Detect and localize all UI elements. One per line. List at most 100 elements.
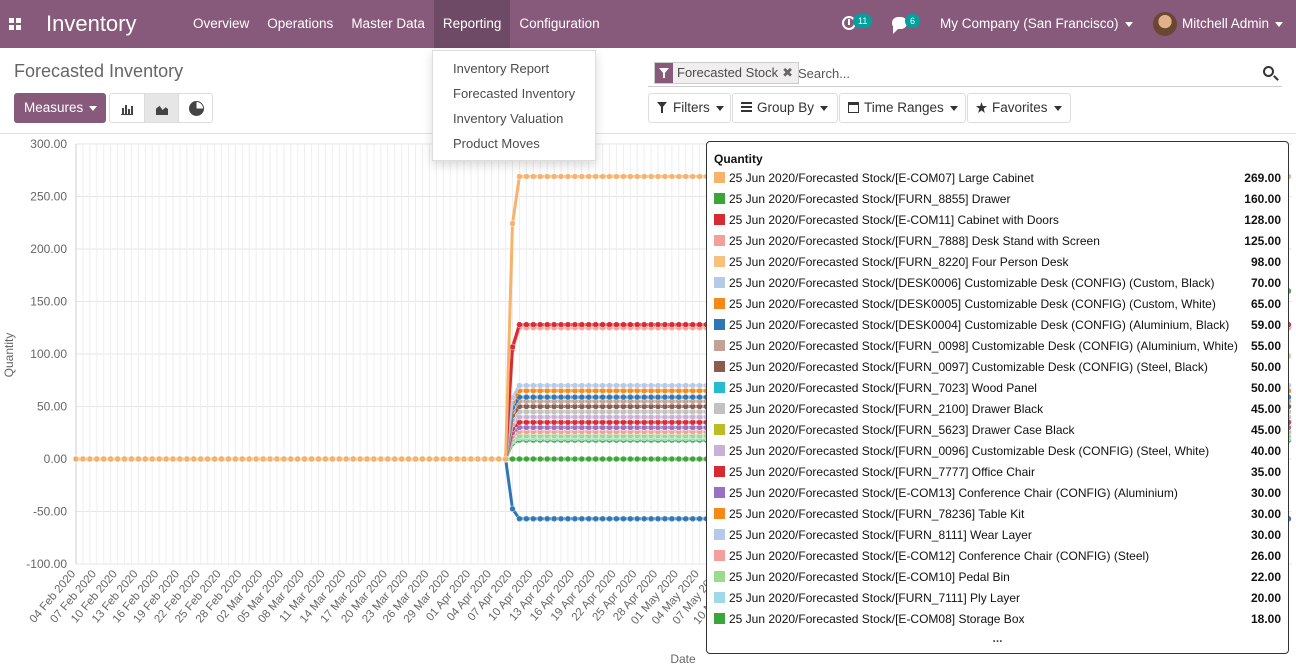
- data-point: [488, 455, 495, 463]
- menu-product-moves[interactable]: Product Moves: [453, 136, 540, 151]
- data-point: [509, 455, 516, 463]
- legend-swatch: [714, 214, 725, 225]
- menu-operations[interactable]: Operations: [267, 16, 334, 31]
- data-point: [523, 382, 530, 389]
- data-point: [585, 382, 592, 389]
- data-point: [516, 515, 523, 523]
- data-point: [336, 455, 343, 463]
- company-switcher[interactable]: My Company (San Francisco): [940, 16, 1133, 31]
- data-point: [654, 382, 662, 389]
- chart-tooltip: Quantity 25 Jun 2020/Forecasted Stock/[E…: [706, 141, 1289, 654]
- tooltip-title: Quantity: [714, 152, 763, 166]
- data-point: [571, 321, 579, 328]
- data-point: [259, 455, 267, 463]
- data-point: [592, 515, 599, 523]
- y-tick-label: 250.00: [30, 190, 67, 204]
- data-point: [647, 455, 655, 463]
- app-switcher-icon[interactable]: [0, 0, 30, 48]
- legend-swatch: [714, 298, 725, 309]
- top-navbar: Inventory Overview Operations Master Dat…: [0, 0, 1296, 48]
- tooltip-row-value: 18.00: [1250, 612, 1281, 626]
- time-ranges-label: Time Ranges: [864, 100, 944, 115]
- data-point: [557, 515, 565, 523]
- y-tick-label: 50.00: [37, 400, 67, 414]
- tooltip-row-label: 25 Jun 2020/Forecasted Stock/[DESK0005] …: [729, 297, 1216, 311]
- page-title: Forecasted Inventory: [14, 61, 184, 81]
- data-point: [620, 455, 627, 463]
- data-point: [523, 173, 530, 180]
- data-point: [135, 455, 142, 463]
- search-icon[interactable]: [1263, 66, 1274, 77]
- data-point: [536, 393, 544, 401]
- data-point: [571, 382, 579, 389]
- data-point: [578, 515, 586, 523]
- data-point: [675, 393, 683, 401]
- data-point: [523, 393, 530, 401]
- measures-button[interactable]: Measures: [14, 93, 106, 123]
- legend-swatch: [714, 529, 725, 540]
- area-chart-icon[interactable]: [144, 94, 178, 122]
- data-point: [613, 515, 620, 523]
- bar-chart-icon[interactable]: [110, 94, 144, 122]
- y-tick-label: 300.00: [30, 137, 67, 151]
- legend-swatch: [714, 466, 725, 477]
- tooltip-row-label: 25 Jun 2020/Forecasted Stock/[E-COM07] L…: [729, 171, 1034, 185]
- data-point: [682, 382, 689, 389]
- user-avatar[interactable]: [1153, 12, 1177, 36]
- data-point: [571, 393, 579, 401]
- data-point: [530, 382, 537, 389]
- data-point: [689, 515, 696, 523]
- legend-swatch: [714, 424, 725, 435]
- pie-chart-icon[interactable]: [178, 94, 212, 122]
- tooltip-row: 25 Jun 2020/Forecasted Stock/[E-COM11] C…: [714, 210, 1281, 231]
- user-menu[interactable]: Mitchell Admin: [1182, 16, 1284, 31]
- data-point: [654, 321, 662, 328]
- data-point: [557, 455, 565, 463]
- tooltip-row-value: 50.00: [1250, 381, 1281, 395]
- main-menu: Overview Operations Master Data Reportin…: [184, 0, 609, 48]
- legend-swatch: [714, 403, 725, 414]
- time-ranges-button[interactable]: Time Ranges: [839, 93, 966, 123]
- tooltip-row-value: 30.00: [1250, 507, 1281, 521]
- data-point: [530, 455, 537, 463]
- menu-reporting[interactable]: Reporting: [433, 0, 511, 48]
- app-brand[interactable]: Inventory: [46, 11, 137, 36]
- menu-inventory-report[interactable]: Inventory Report: [453, 61, 550, 76]
- tooltip-row-label: 25 Jun 2020/Forecasted Stock/[FURN_2100]…: [729, 402, 1044, 416]
- menu-overview[interactable]: Overview: [193, 16, 250, 31]
- data-point: [426, 455, 433, 463]
- menu-inventory-valuation[interactable]: Inventory Valuation: [453, 111, 564, 126]
- data-point: [627, 382, 634, 389]
- tooltip-row-label: 25 Jun 2020/Forecasted Stock/[FURN_0096]…: [729, 444, 1210, 458]
- tooltip-row: 25 Jun 2020/Forecasted Stock/[FURN_0097]…: [714, 357, 1281, 378]
- data-point: [599, 393, 606, 401]
- data-point: [155, 455, 163, 463]
- remove-facet-icon[interactable]: ✖: [782, 65, 794, 80]
- favorites-button[interactable]: Favorites: [967, 93, 1071, 123]
- tooltip-row-label: 25 Jun 2020/Forecasted Stock/[FURN_7111]…: [729, 591, 1021, 605]
- filters-button[interactable]: Filters: [648, 93, 731, 123]
- data-point: [606, 173, 613, 180]
- tooltip-row: 25 Jun 2020/Forecasted Stock/[FURN_2100]…: [714, 399, 1281, 420]
- menu-master-data[interactable]: Master Data: [351, 16, 425, 31]
- data-point: [550, 321, 558, 328]
- messaging-chat-icon[interactable]: [892, 17, 907, 34]
- data-point: [197, 455, 204, 463]
- search-input[interactable]: [798, 63, 1248, 83]
- menu-configuration[interactable]: Configuration: [519, 16, 600, 31]
- data-point: [391, 455, 398, 463]
- tooltip-row: 25 Jun 2020/Forecasted Stock/[FURN_5623]…: [714, 420, 1281, 441]
- data-point: [585, 455, 592, 463]
- legend-swatch: [714, 550, 725, 561]
- legend-swatch: [714, 382, 725, 393]
- message-count-badge: 6: [905, 14, 921, 28]
- menu-forecasted-inventory[interactable]: Forecasted Inventory: [453, 86, 576, 101]
- group-by-button[interactable]: Group By: [732, 93, 838, 123]
- data-point: [564, 515, 572, 523]
- tooltip-row: 25 Jun 2020/Forecasted Stock/[E-COM10] P…: [714, 567, 1281, 588]
- favorites-label: Favorites: [992, 100, 1048, 115]
- data-point: [654, 515, 662, 523]
- caret-down-icon: [1275, 21, 1284, 27]
- data-point: [557, 382, 565, 389]
- data-point: [474, 455, 482, 463]
